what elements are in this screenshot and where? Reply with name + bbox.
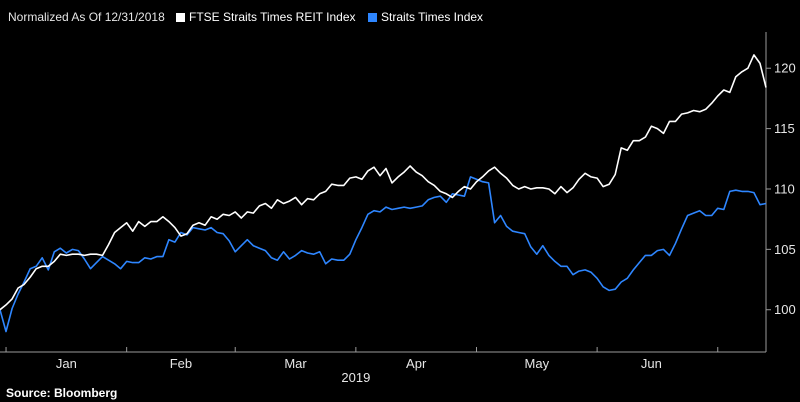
y-tick-label: 105 [774, 242, 796, 257]
legend-swatch-white-square-icon [176, 12, 185, 22]
x-tick-label-may: May [525, 356, 550, 371]
x-axis-year-label: 2019 [341, 370, 370, 385]
x-tick-label-jan: Jan [56, 356, 77, 371]
y-axis-ticks: 100 105 110 115 120 [766, 61, 796, 317]
x-tick-label-apr: Apr [406, 356, 427, 371]
legend-label-reit: FTSE Straits Times REIT Index [189, 10, 356, 24]
series-line-ftse-straits-times-reit-index [0, 54, 767, 311]
legend-item-reit: FTSE Straits Times REIT Index [176, 10, 356, 24]
x-axis-month-labels: Jan Feb Mar Apr May Jun [56, 356, 662, 371]
y-tick-label: 120 [774, 61, 796, 76]
x-tick-label-jun: Jun [641, 356, 662, 371]
x-tick-label-feb: Feb [170, 356, 192, 371]
normalization-note: Normalized As Of 12/31/2018 [8, 10, 165, 24]
month-separators [5, 347, 719, 352]
y-tick-label: 115 [774, 121, 795, 136]
legend-item-sti: Straits Times Index [368, 10, 483, 24]
legend-swatch-blue-square-icon [368, 12, 377, 22]
x-tick-label-mar: Mar [284, 356, 307, 371]
series-line-straits-times-index [0, 176, 767, 333]
legend-label-sti: Straits Times Index [381, 10, 484, 24]
source-credit: Source: Bloomberg [6, 386, 118, 400]
y-tick-label: 110 [774, 181, 795, 196]
y-tick-label: 100 [774, 302, 796, 317]
